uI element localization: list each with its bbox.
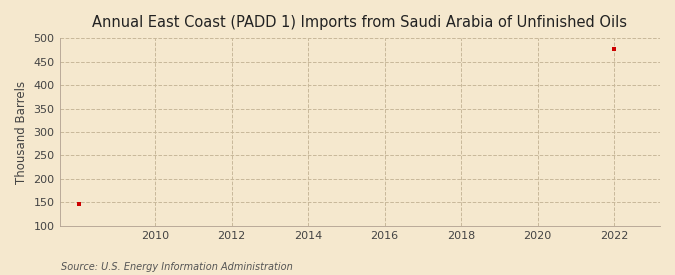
Y-axis label: Thousand Barrels: Thousand Barrels bbox=[15, 80, 28, 183]
Title: Annual East Coast (PADD 1) Imports from Saudi Arabia of Unfinished Oils: Annual East Coast (PADD 1) Imports from … bbox=[92, 15, 627, 30]
Text: Source: U.S. Energy Information Administration: Source: U.S. Energy Information Administ… bbox=[61, 262, 292, 272]
